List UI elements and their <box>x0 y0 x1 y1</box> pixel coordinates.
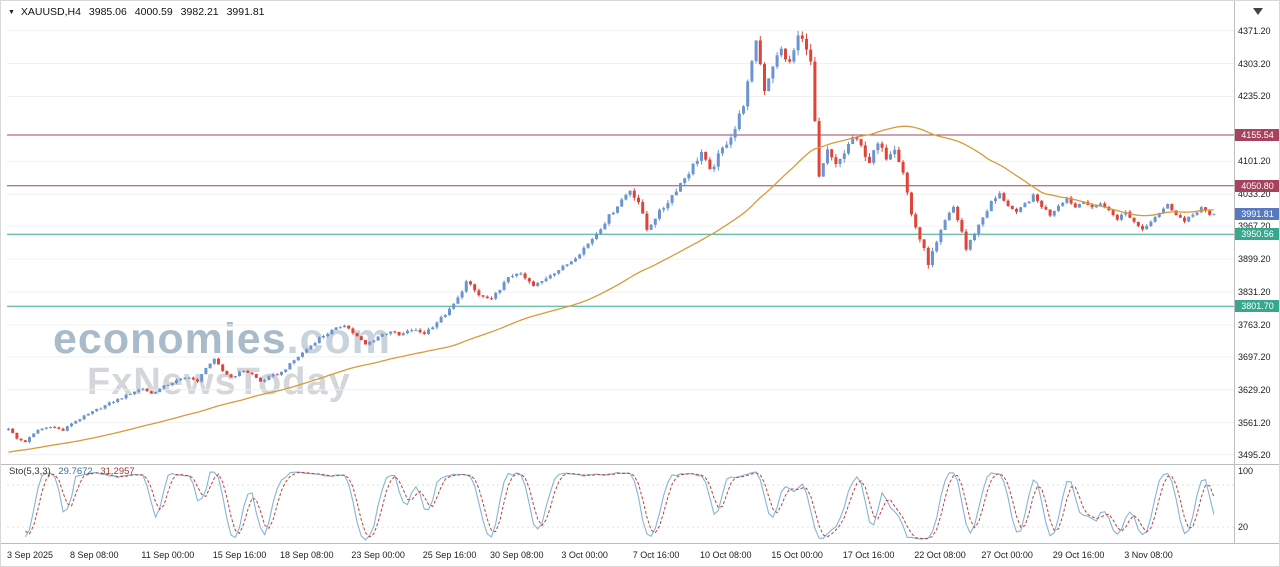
price-tick-label: 3629.20 <box>1238 384 1271 395</box>
time-axis-label: 7 Oct 16:00 <box>632 550 680 560</box>
price-tick-label: 3831.20 <box>1238 286 1271 297</box>
price-tick-label: 4303.20 <box>1238 58 1271 69</box>
price-tick-label: 4101.20 <box>1238 156 1271 167</box>
time-axis-label: 27 Oct 00:00 <box>981 550 1033 560</box>
indicator-name: Sto(5,3,3) <box>9 466 51 477</box>
symbol-period-label: XAUUSD,H4 <box>20 6 81 18</box>
price-tick-label: 3967.20 <box>1238 221 1271 232</box>
price-tick-label: 3899.20 <box>1238 254 1271 265</box>
indicator-value-d: 31.2957 <box>100 466 135 477</box>
price-tick-label: 4235.20 <box>1238 91 1271 102</box>
level-price-badge: 4050.80 <box>1235 179 1279 192</box>
stoch-scale-label: 20 <box>1238 522 1249 532</box>
scale-context-icon[interactable] <box>1253 8 1263 15</box>
level-price-badge: 3801.70 <box>1235 300 1279 313</box>
time-axis-label: 23 Sep 00:00 <box>351 550 405 560</box>
time-axis-label: 3 Oct 00:00 <box>561 550 608 560</box>
time-axis-label: 17 Oct 16:00 <box>842 550 895 560</box>
price-tick-label: 3561.20 <box>1238 417 1271 428</box>
price-tick-label: 4371.20 <box>1238 25 1271 36</box>
watermark-brand-main: economies <box>53 315 287 363</box>
time-axis-label: 30 Sep 08:00 <box>490 550 544 560</box>
chart-header: ▼ XAUUSD,H4 3985.06 4000.59 3982.21 3991… <box>8 6 265 18</box>
watermark-brand: economies.com <box>53 315 391 364</box>
time-axis-label: 15 Sep 16:00 <box>212 550 267 560</box>
time-axis-label: 15 Oct 00:00 <box>771 550 823 560</box>
time-axis-label: 10 Oct 08:00 <box>700 550 752 560</box>
time-axis-label: 25 Sep 16:00 <box>422 550 477 560</box>
price-tick-label: 3697.20 <box>1238 351 1271 362</box>
price-tick-label: 3763.20 <box>1238 319 1271 330</box>
watermark-tagline: FxNewsToday <box>87 361 351 403</box>
time-axis-label: 11 Sep 00:00 <box>141 550 195 560</box>
symbol-dropdown-icon[interactable]: ▼ <box>8 9 15 16</box>
indicator-label: Sto(5,3,3) 29.7672 31.2957 <box>9 466 135 477</box>
level-price-badge: 3950.56 <box>1235 228 1279 241</box>
price-tick-label: 4033.20 <box>1238 189 1271 200</box>
ohlc-low: 3982.21 <box>180 6 219 18</box>
level-price-badge: 4155.54 <box>1235 129 1279 141</box>
time-axis-label: 22 Oct 08:00 <box>914 550 966 560</box>
current-price-badge: 3991.81 <box>1235 208 1279 221</box>
ohlc-open: 3985.06 <box>88 6 127 18</box>
ohlc-high: 4000.59 <box>134 6 173 18</box>
indicator-value-k: 29.7672 <box>58 466 93 477</box>
time-axis-label: 18 Sep 08:00 <box>280 550 334 560</box>
time-axis-label: 3 Nov 08:00 <box>1124 550 1173 560</box>
time-axis-label: 29 Oct 16:00 <box>1052 550 1105 560</box>
stoch-scale-label: 100 <box>1238 466 1254 476</box>
price-tick-label: 3495.20 <box>1238 449 1271 460</box>
ohlc-close: 3991.81 <box>226 6 265 18</box>
time-axis-label: 3 Sep 2025 <box>7 550 54 560</box>
time-axis-label: 8 Sep 08:00 <box>70 550 119 560</box>
